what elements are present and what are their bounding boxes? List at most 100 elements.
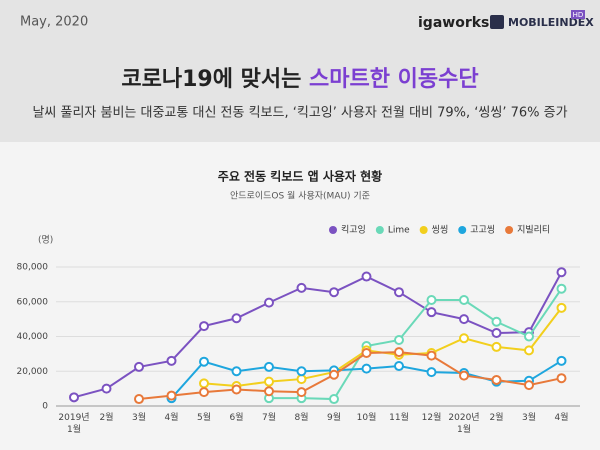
data-point <box>329 287 339 298</box>
legend-label: 킥고잉 <box>341 224 366 236</box>
date: May, 2020 <box>20 15 88 30</box>
data-point <box>491 341 502 352</box>
logo-igaworks: igaworks <box>418 15 489 31</box>
title-highlight: 스마트한 이동수단 <box>309 67 479 92</box>
logo-icon <box>490 15 504 29</box>
data-point <box>394 287 404 298</box>
legend-marker <box>505 226 514 234</box>
data-point <box>459 333 469 344</box>
main-title: 코로나19에 맞서는 스마트한 이동수단 <box>121 67 478 92</box>
data-point <box>524 380 534 391</box>
legend-label: Lime <box>388 226 410 236</box>
data-point <box>556 355 567 366</box>
title-plain: 코로나19에 맞서는 <box>121 67 309 92</box>
data-point <box>166 355 177 366</box>
data-point <box>361 363 372 374</box>
data-point <box>264 376 274 387</box>
data-point <box>199 356 209 367</box>
data-point <box>199 387 209 398</box>
x-tick-label: 4월 <box>164 413 179 423</box>
x-tick-label: 2020년 1월 <box>448 413 480 435</box>
data-point <box>231 313 242 324</box>
data-point <box>394 361 404 372</box>
data-point <box>264 297 274 308</box>
x-tick-label: 10월 <box>356 413 377 423</box>
data-point <box>264 361 274 372</box>
data-point <box>556 302 567 313</box>
data-point <box>101 383 112 394</box>
x-tick-label: 2019년 1월 <box>58 413 90 435</box>
y-tick-label: 80,000 <box>17 263 49 273</box>
data-point <box>426 295 437 306</box>
x-tick-label: 3월 <box>131 413 146 423</box>
series-line <box>203 307 563 388</box>
data-point <box>134 361 144 372</box>
legend-marker <box>375 226 384 234</box>
x-tick-label: 5월 <box>196 413 211 423</box>
data-point <box>264 386 274 397</box>
y-tick-label: 20,000 <box>17 367 49 377</box>
series-line <box>269 288 563 401</box>
data-point <box>296 366 307 377</box>
x-tick-label: 8월 <box>294 413 309 423</box>
data-point <box>361 271 372 282</box>
data-point <box>296 374 307 385</box>
x-tick-label: 12월 <box>421 413 442 423</box>
chart-subtitle: 안드로이드OS 월 사용자(MAU) 기준 <box>230 190 370 202</box>
data-point <box>296 282 307 293</box>
data-point <box>524 331 534 342</box>
data-point <box>394 347 404 358</box>
data-point <box>524 345 534 356</box>
data-point <box>426 350 437 361</box>
x-tick-label: 2월 <box>489 413 504 423</box>
subtitle: 날씨 풀리자 붐비는 대중교통 대신 전동 킥보드, ‘킥고잉’ 사용자 전월 … <box>32 106 567 121</box>
data-point <box>459 314 469 325</box>
data-point <box>491 328 502 339</box>
y-unit: (명) <box>38 235 53 246</box>
data-point <box>329 394 339 405</box>
y-tick-label: 60,000 <box>17 297 49 307</box>
chart-title: 주요 전동 킥보드 앱 사용자 현황 <box>218 169 382 184</box>
y-tick-label: 0 <box>42 402 48 412</box>
data-point <box>426 307 437 318</box>
series-line <box>138 351 562 401</box>
data-point <box>361 348 372 359</box>
badge-bg <box>571 10 585 19</box>
data-point <box>199 378 209 389</box>
badge: HD <box>573 11 584 19</box>
legend-label: 지빌리티 <box>517 225 550 236</box>
x-tick-label: 6월 <box>229 413 244 423</box>
data-point <box>491 374 502 385</box>
x-tick-label: 9월 <box>326 413 341 423</box>
logo-mobileindex: MOBILEINDEX <box>508 16 594 29</box>
data-point <box>394 334 404 345</box>
data-point <box>491 316 502 327</box>
data-point <box>69 392 79 403</box>
data-point <box>459 295 469 306</box>
y-tick-label: 40,000 <box>17 332 49 342</box>
data-point <box>556 283 567 294</box>
x-tick-label: 3월 <box>521 413 536 423</box>
legend-label: 씽씽 <box>432 225 449 236</box>
x-tick-label: 11월 <box>389 413 409 423</box>
x-tick-label: 7월 <box>261 413 276 423</box>
data-point <box>134 394 144 405</box>
data-point <box>556 267 567 278</box>
series-line <box>73 271 563 399</box>
data-point <box>329 369 339 380</box>
legend-marker <box>419 226 428 234</box>
x-tick-label: 2월 <box>99 413 114 423</box>
legend-marker <box>458 226 467 234</box>
data-point <box>231 384 242 395</box>
data-point <box>556 373 567 384</box>
data-point <box>231 366 242 377</box>
data-point <box>296 387 307 398</box>
data-point <box>199 321 209 332</box>
legend-marker <box>329 226 337 234</box>
data-point <box>166 390 177 401</box>
data-point <box>459 370 469 381</box>
x-tick-label: 4월 <box>554 413 569 423</box>
legend-label: 고고씽 <box>470 225 495 236</box>
